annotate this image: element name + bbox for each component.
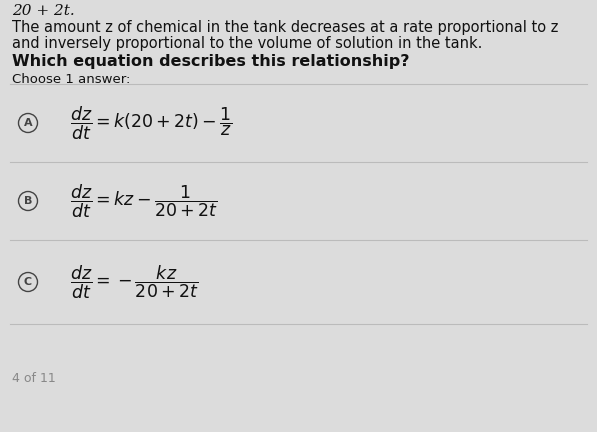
Text: B: B	[24, 196, 32, 206]
Text: C: C	[24, 277, 32, 287]
Text: $\dfrac{dz}{dt} = k(20+2t) - \dfrac{1}{z}$: $\dfrac{dz}{dt} = k(20+2t) - \dfrac{1}{z…	[70, 104, 233, 142]
Text: The amount z of chemical in the tank decreases at a rate proportional to z: The amount z of chemical in the tank dec…	[12, 20, 558, 35]
Text: A: A	[24, 118, 32, 128]
Text: $\dfrac{dz}{dt} = -\dfrac{kz}{20+2t}$: $\dfrac{dz}{dt} = -\dfrac{kz}{20+2t}$	[70, 263, 199, 301]
Text: $\dfrac{dz}{dt} = kz - \dfrac{1}{20+2t}$: $\dfrac{dz}{dt} = kz - \dfrac{1}{20+2t}$	[70, 182, 218, 220]
Text: Choose 1 answer:: Choose 1 answer:	[12, 73, 130, 86]
Text: 20 + 2t.: 20 + 2t.	[12, 4, 75, 18]
Text: and inversely proportional to the volume of solution in the tank.: and inversely proportional to the volume…	[12, 36, 482, 51]
Text: 4 of 11: 4 of 11	[12, 372, 56, 385]
Text: Which equation describes this relationship?: Which equation describes this relationsh…	[12, 54, 410, 69]
